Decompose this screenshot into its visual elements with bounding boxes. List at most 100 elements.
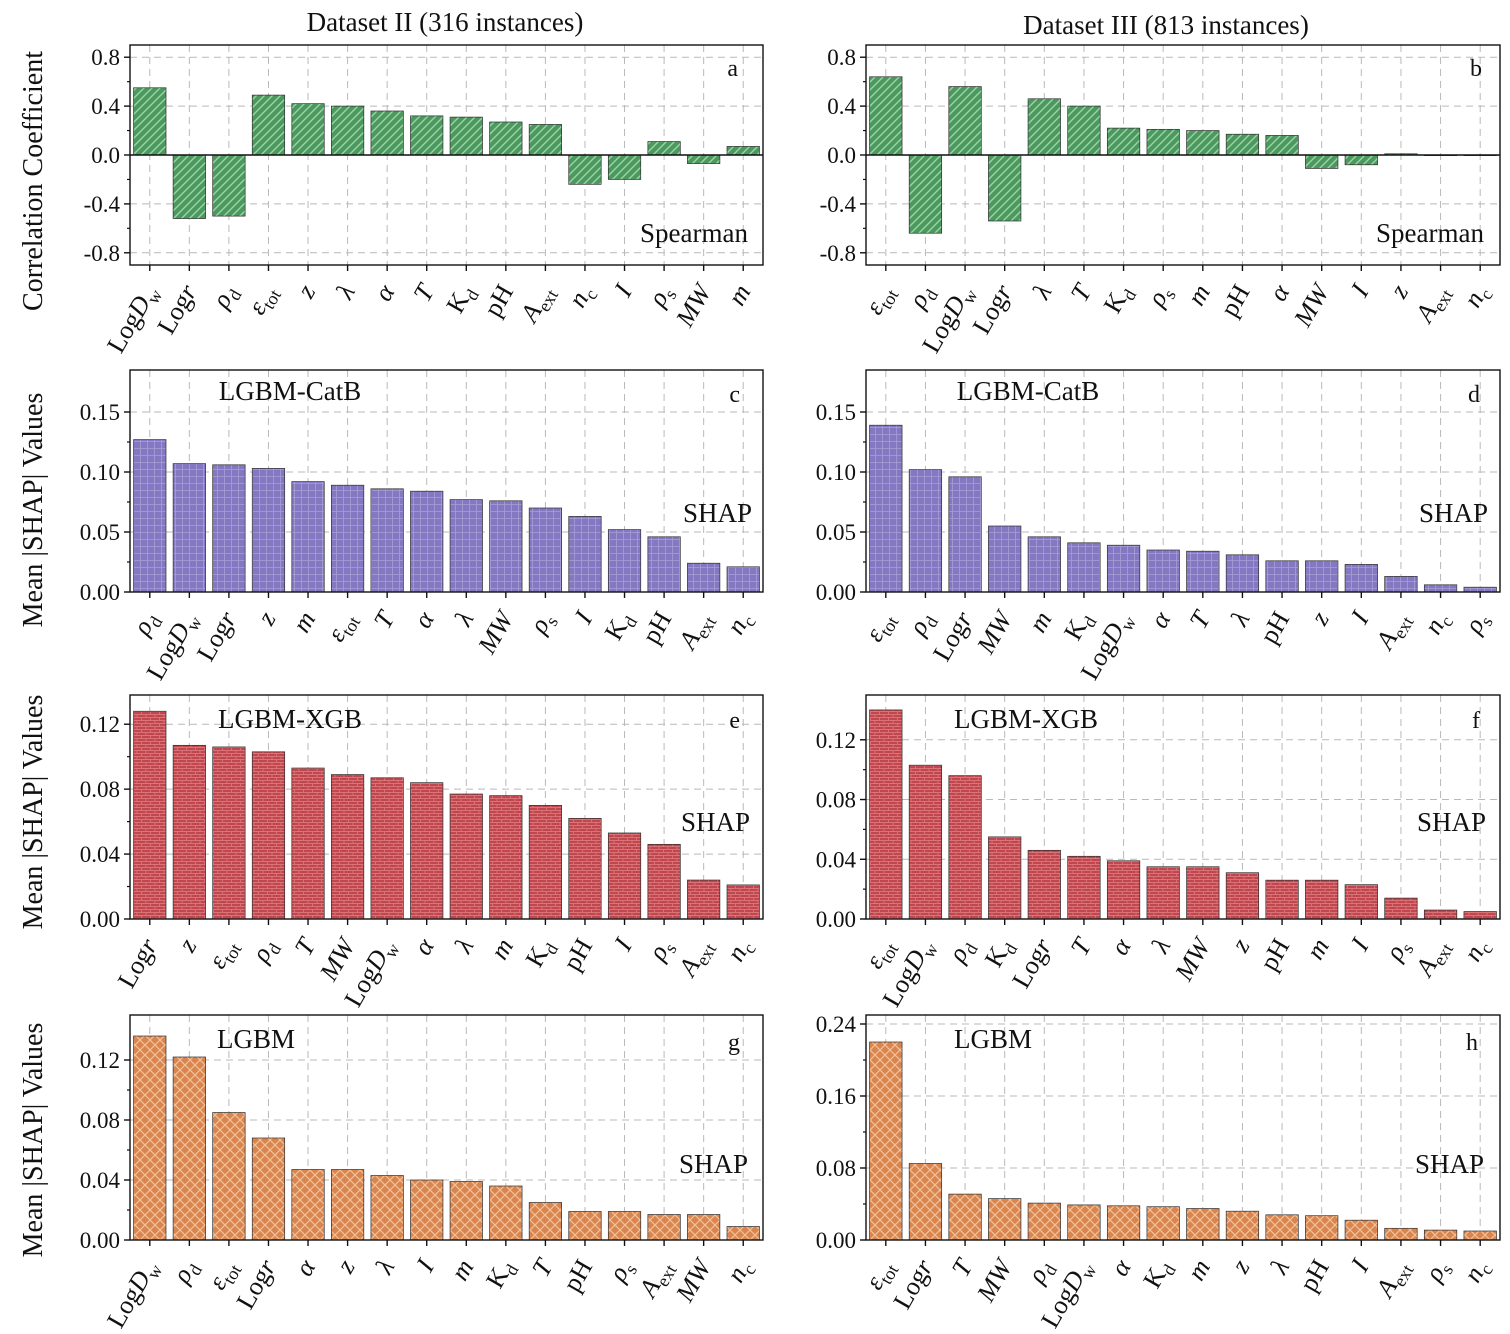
bar-a-9 <box>489 121 523 156</box>
bar-c-15 <box>726 566 760 593</box>
bar-e-9 <box>489 795 523 920</box>
bar-g-15 <box>726 1226 760 1241</box>
ytick-label: 0.12 <box>80 1048 120 1073</box>
xtick-label: Aext <box>1409 280 1458 331</box>
ytick-label: 0.08 <box>80 777 120 802</box>
bar-g-0 <box>133 1035 167 1241</box>
xtick-label: Logr <box>231 1254 283 1314</box>
model-label: LGBM-CatB <box>957 376 1100 406</box>
bar-g-2 <box>212 1112 246 1241</box>
xtick-label: Aext <box>1369 1255 1418 1306</box>
bar-e-2 <box>212 746 246 920</box>
xtick-label: MW <box>670 1252 718 1307</box>
bar-g-7 <box>410 1179 444 1241</box>
bar-g-1 <box>172 1056 206 1241</box>
ytick-label: 0.8 <box>91 45 120 70</box>
xtick-label: I <box>1345 932 1376 956</box>
ytick-label: 0.05 <box>816 520 856 545</box>
bar-f-8 <box>1186 866 1220 920</box>
bar-h-14 <box>1423 1229 1458 1241</box>
bar-a-11 <box>568 154 602 185</box>
xtick-label: λ <box>330 280 361 305</box>
xtick-label: LogDw <box>101 1255 166 1334</box>
bar-a-12 <box>607 154 642 180</box>
xtick-label: Logr <box>1006 933 1058 993</box>
bar-e-11 <box>568 818 602 920</box>
bar-a-2 <box>212 154 246 217</box>
xtick-label: λ <box>1026 280 1057 305</box>
bar-f-12 <box>1344 884 1378 920</box>
bar-h-7 <box>1146 1206 1180 1241</box>
xtick-label: pH <box>1254 933 1295 975</box>
xtick-label: Kd <box>1098 280 1140 321</box>
bar-b-5 <box>1067 105 1101 156</box>
bar-f-4 <box>1027 849 1061 920</box>
model-label: LGBM-CatB <box>219 376 362 406</box>
dataset-title-left: Dataset II (316 instances) <box>307 7 584 37</box>
xtick-label: α <box>1263 278 1296 305</box>
xtick-label: nc <box>721 934 760 969</box>
bar-h-13 <box>1384 1227 1418 1241</box>
xtick-label: MW <box>1288 277 1336 332</box>
bar-f-0 <box>869 709 903 920</box>
ytick-label: 0.15 <box>80 400 120 425</box>
xtick-label: I <box>1345 1253 1376 1277</box>
ytick-label: 0.04 <box>80 1168 121 1193</box>
bar-a-8 <box>449 116 483 156</box>
bar-c-1 <box>172 463 206 593</box>
bar-d-4 <box>1027 536 1061 593</box>
xtick-label: I <box>1345 278 1376 302</box>
panel-letter: b <box>1470 56 1482 82</box>
bar-g-13 <box>647 1214 681 1241</box>
xtick-label: m <box>1182 280 1217 311</box>
bar-a-3 <box>251 94 286 156</box>
xtick-label: T <box>526 1253 559 1281</box>
bar-f-15 <box>1463 911 1497 920</box>
xtick-label: nc <box>1418 607 1457 642</box>
bar-b-2 <box>948 86 982 156</box>
xtick-label: λ <box>448 607 479 632</box>
axes-frame <box>129 1014 764 1241</box>
ytick-label: 0.8 <box>827 45 856 70</box>
bar-c-7 <box>410 490 444 593</box>
xtick-label: εtot <box>242 280 285 322</box>
bar-b-9 <box>1225 133 1260 156</box>
xtick-label: λ <box>1145 934 1176 959</box>
ytick-label: 0.15 <box>816 400 856 425</box>
model-label: LGBM <box>954 1024 1032 1054</box>
xtick-label: m <box>1182 1255 1217 1286</box>
bar-e-8 <box>449 793 483 920</box>
method-label: SHAP <box>1417 807 1486 837</box>
xtick-label: I <box>410 1253 441 1277</box>
bar-d-3 <box>988 525 1022 593</box>
panel-letter: d <box>1468 382 1480 408</box>
ytick-label: 0.0 <box>91 143 120 168</box>
bar-c-13 <box>647 536 681 593</box>
bar-d-8 <box>1186 550 1220 593</box>
bar-e-1 <box>172 744 206 920</box>
xtick-label: z <box>1383 280 1414 304</box>
xtick-label: λ <box>1224 607 1255 632</box>
xtick-label: nc <box>721 607 760 642</box>
xtick-label: Aext <box>672 607 721 658</box>
xtick-label: nc <box>1458 1255 1497 1290</box>
xtick-label: MW <box>971 604 1019 659</box>
xtick-label: nc <box>721 1255 760 1290</box>
bar-b-10 <box>1265 135 1299 156</box>
bar-c-6 <box>370 488 404 593</box>
bar-f-6 <box>1106 860 1141 920</box>
bar-h-15 <box>1463 1230 1497 1241</box>
bar-b-7 <box>1146 128 1180 156</box>
bar-d-12 <box>1344 564 1378 593</box>
bar-c-5 <box>331 484 365 593</box>
ytick-label: 0.08 <box>816 788 856 813</box>
xtick-label: MW <box>670 277 718 332</box>
ytick-label: -0.4 <box>820 192 857 217</box>
dataset-title-right: Dataset III (813 instances) <box>1023 10 1309 40</box>
xtick-label: Kd <box>520 934 562 975</box>
xtick-label: T <box>946 1253 979 1281</box>
bar-g-14 <box>687 1214 721 1241</box>
bar-h-3 <box>988 1198 1022 1241</box>
